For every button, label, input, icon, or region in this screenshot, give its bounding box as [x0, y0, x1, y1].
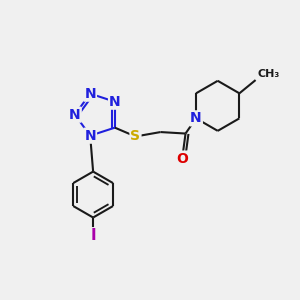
- Text: I: I: [90, 228, 96, 243]
- Text: N: N: [190, 111, 202, 125]
- Text: S: S: [130, 130, 140, 143]
- Text: N: N: [84, 87, 96, 101]
- Text: O: O: [177, 152, 188, 166]
- Text: N: N: [109, 95, 121, 109]
- Text: CH₃: CH₃: [257, 69, 279, 79]
- Text: N: N: [84, 129, 96, 143]
- Text: N: N: [69, 108, 81, 122]
